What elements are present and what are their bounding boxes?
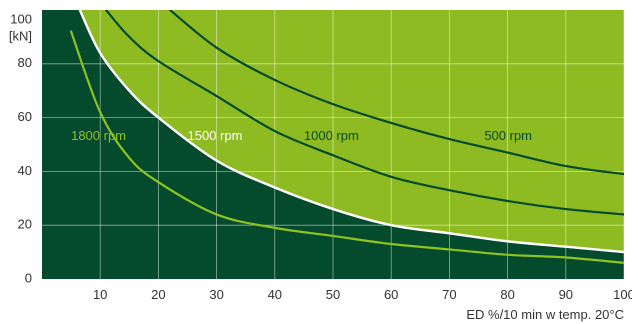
x-tick-label: 50 [326, 287, 340, 302]
series-line-1000-rpm [104, 10, 624, 216]
curve-label-1500-rpm: 1500 rpm [188, 128, 243, 143]
series-line-500-rpm [168, 10, 624, 176]
x-tick-label: 30 [209, 287, 223, 302]
series-line-1500-rpm [78, 10, 624, 254]
light-region [79, 10, 624, 253]
y-tick-label: 40 [18, 163, 32, 178]
x-tick-label: 100 [613, 287, 632, 302]
y-tick-labels: 0 20 40 60 80 [18, 55, 32, 285]
x-tick-label: 80 [500, 287, 514, 302]
y-axis-title: 100 [kN] [9, 11, 32, 43]
x-axis-title: ED %/10 min w temp. 20°C [466, 307, 624, 322]
x-tick-label: 20 [151, 287, 165, 302]
series-line-1800-rpm [70, 30, 624, 264]
x-tick-label: 90 [559, 287, 573, 302]
curve-label-1000-rpm: 1000 rpm [304, 128, 359, 143]
curve-label-500-rpm: 500 rpm [484, 128, 532, 143]
x-tick-label: 70 [442, 287, 456, 302]
curve-label-1800-rpm: 1800 rpm [71, 128, 126, 143]
y-tick-label: 80 [18, 55, 32, 70]
x-tick-label: 60 [384, 287, 398, 302]
x-tick-label: 10 [93, 287, 107, 302]
y-tick-label: 20 [18, 217, 32, 232]
y-tick-label: 60 [18, 109, 32, 124]
x-tick-labels: 10 20 30 40 50 60 70 80 90 100 [93, 287, 632, 302]
curve-labels: 1800 rpm 1500 rpm 1000 rpm 500 rpm [71, 128, 532, 143]
y-axis-title-line: 100 [10, 11, 32, 26]
chart-lines [70, 10, 624, 264]
x-tick-label: 40 [268, 287, 282, 302]
y-tick-label: 0 [25, 270, 32, 285]
y-axis-title-line: [kN] [9, 28, 32, 43]
